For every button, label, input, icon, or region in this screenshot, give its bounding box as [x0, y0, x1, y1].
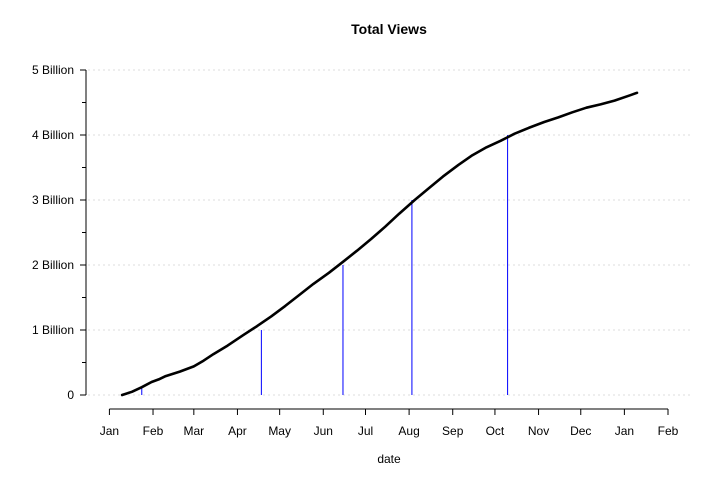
x-tick-label: Jun	[314, 424, 333, 438]
chart-title: Total Views	[351, 21, 427, 37]
x-tick-label: Dec	[570, 424, 591, 438]
y-tick-label: 5 Billion	[32, 63, 74, 77]
y-tick-label: 2 Billion	[32, 258, 74, 272]
x-tick-label: Feb	[143, 424, 164, 438]
milestone-lines	[141, 135, 509, 395]
y-tick-label: 4 Billion	[32, 128, 74, 142]
y-tick-label: 3 Billion	[32, 193, 74, 207]
x-tick-label: Oct	[486, 424, 505, 438]
x-tick-label: Aug	[398, 424, 419, 438]
x-tick-label: Sep	[442, 424, 464, 438]
x-tick-label: Nov	[528, 424, 549, 438]
x-tick-label: Apr	[228, 424, 247, 438]
series-line-total-views	[120, 91, 639, 397]
series-layer	[120, 91, 639, 397]
y-axis: 0 1 Billion 2 Billion 3 Billion 4 Billion 5 B…	[32, 63, 87, 402]
y-tick-label: 0	[67, 388, 74, 402]
x-tick-label: Mar	[183, 424, 204, 438]
x-tick-label: May	[268, 424, 291, 438]
x-tick-label: Jan	[100, 424, 119, 438]
x-tick-label: Feb	[658, 424, 679, 438]
x-axis-title: date	[377, 452, 401, 466]
y-tick-label: 1 Billion	[32, 323, 74, 337]
grid-layer	[88, 69, 690, 396]
x-tick-label: Jul	[358, 424, 373, 438]
x-axis: Jan Feb Mar Apr May Jun Jul Aug Sep Oct Nov Dec Jan F…	[100, 408, 679, 438]
x-tick-label: Jan	[615, 424, 634, 438]
